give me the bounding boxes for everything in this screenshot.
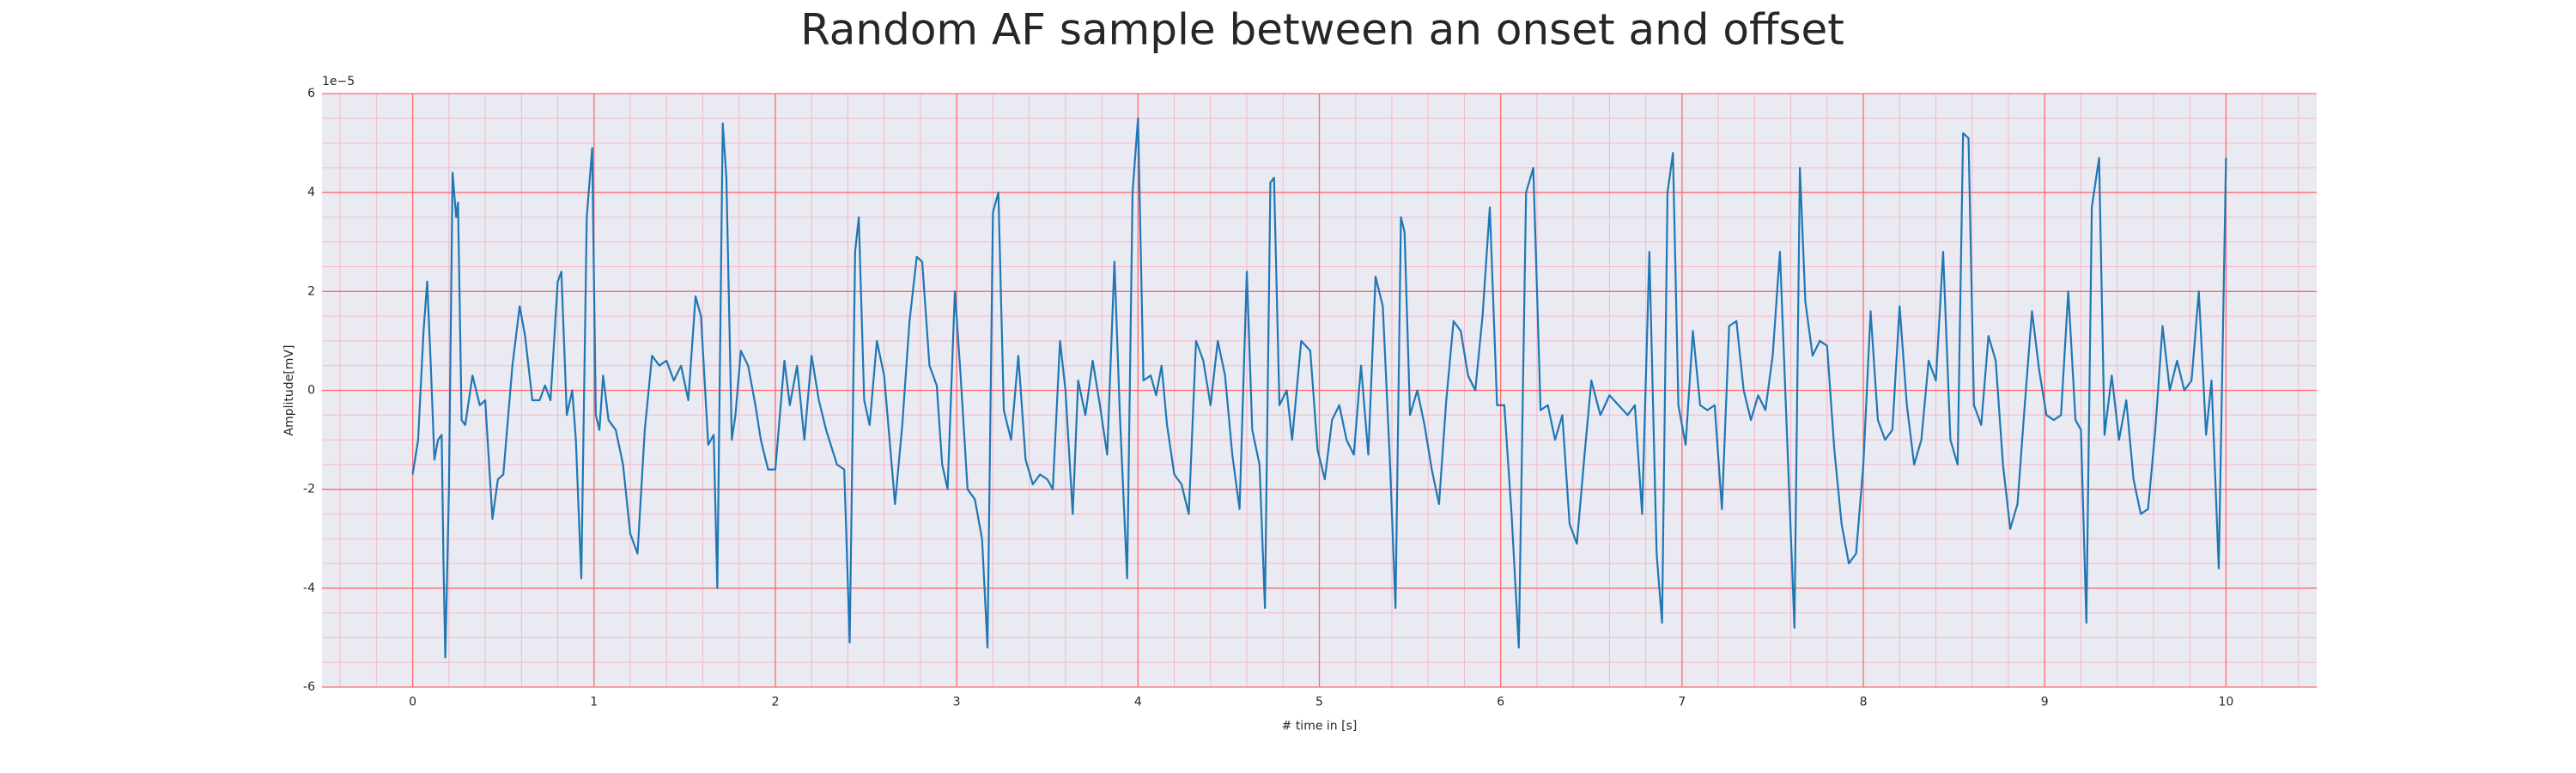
- x-tick-label: 5: [1315, 696, 1323, 709]
- y-tick-label: 2: [307, 284, 315, 298]
- x-tick-label: 10: [2218, 696, 2233, 709]
- x-tick-label: 3: [953, 696, 961, 709]
- x-tick-label: 6: [1497, 696, 1504, 709]
- x-tick-label: 0: [409, 696, 416, 709]
- x-tick-label: 9: [2041, 696, 2049, 709]
- x-axis-label: # time in [s]: [1282, 720, 1358, 733]
- y-tick-label: -2: [303, 483, 315, 496]
- x-tick-label: 7: [1678, 696, 1686, 709]
- x-tick-label: 2: [771, 696, 779, 709]
- x-tick-label: 4: [1134, 696, 1142, 709]
- y-axis-label: Amplitude[mV]: [283, 345, 296, 436]
- y-tick-label: -4: [303, 581, 315, 595]
- y-tick-label: 6: [307, 87, 315, 100]
- signal-line: [411, 117, 2227, 659]
- y-tick-label: 0: [307, 384, 315, 398]
- x-tick-label: 8: [1860, 696, 1868, 709]
- y-tick-label: 4: [307, 186, 315, 199]
- y-tick-label: -6: [303, 680, 315, 694]
- y-offset-label: 1e−5: [322, 75, 355, 88]
- chart-title: Random AF sample between an onset and of…: [800, 5, 1844, 55]
- x-tick-label: 1: [590, 696, 598, 709]
